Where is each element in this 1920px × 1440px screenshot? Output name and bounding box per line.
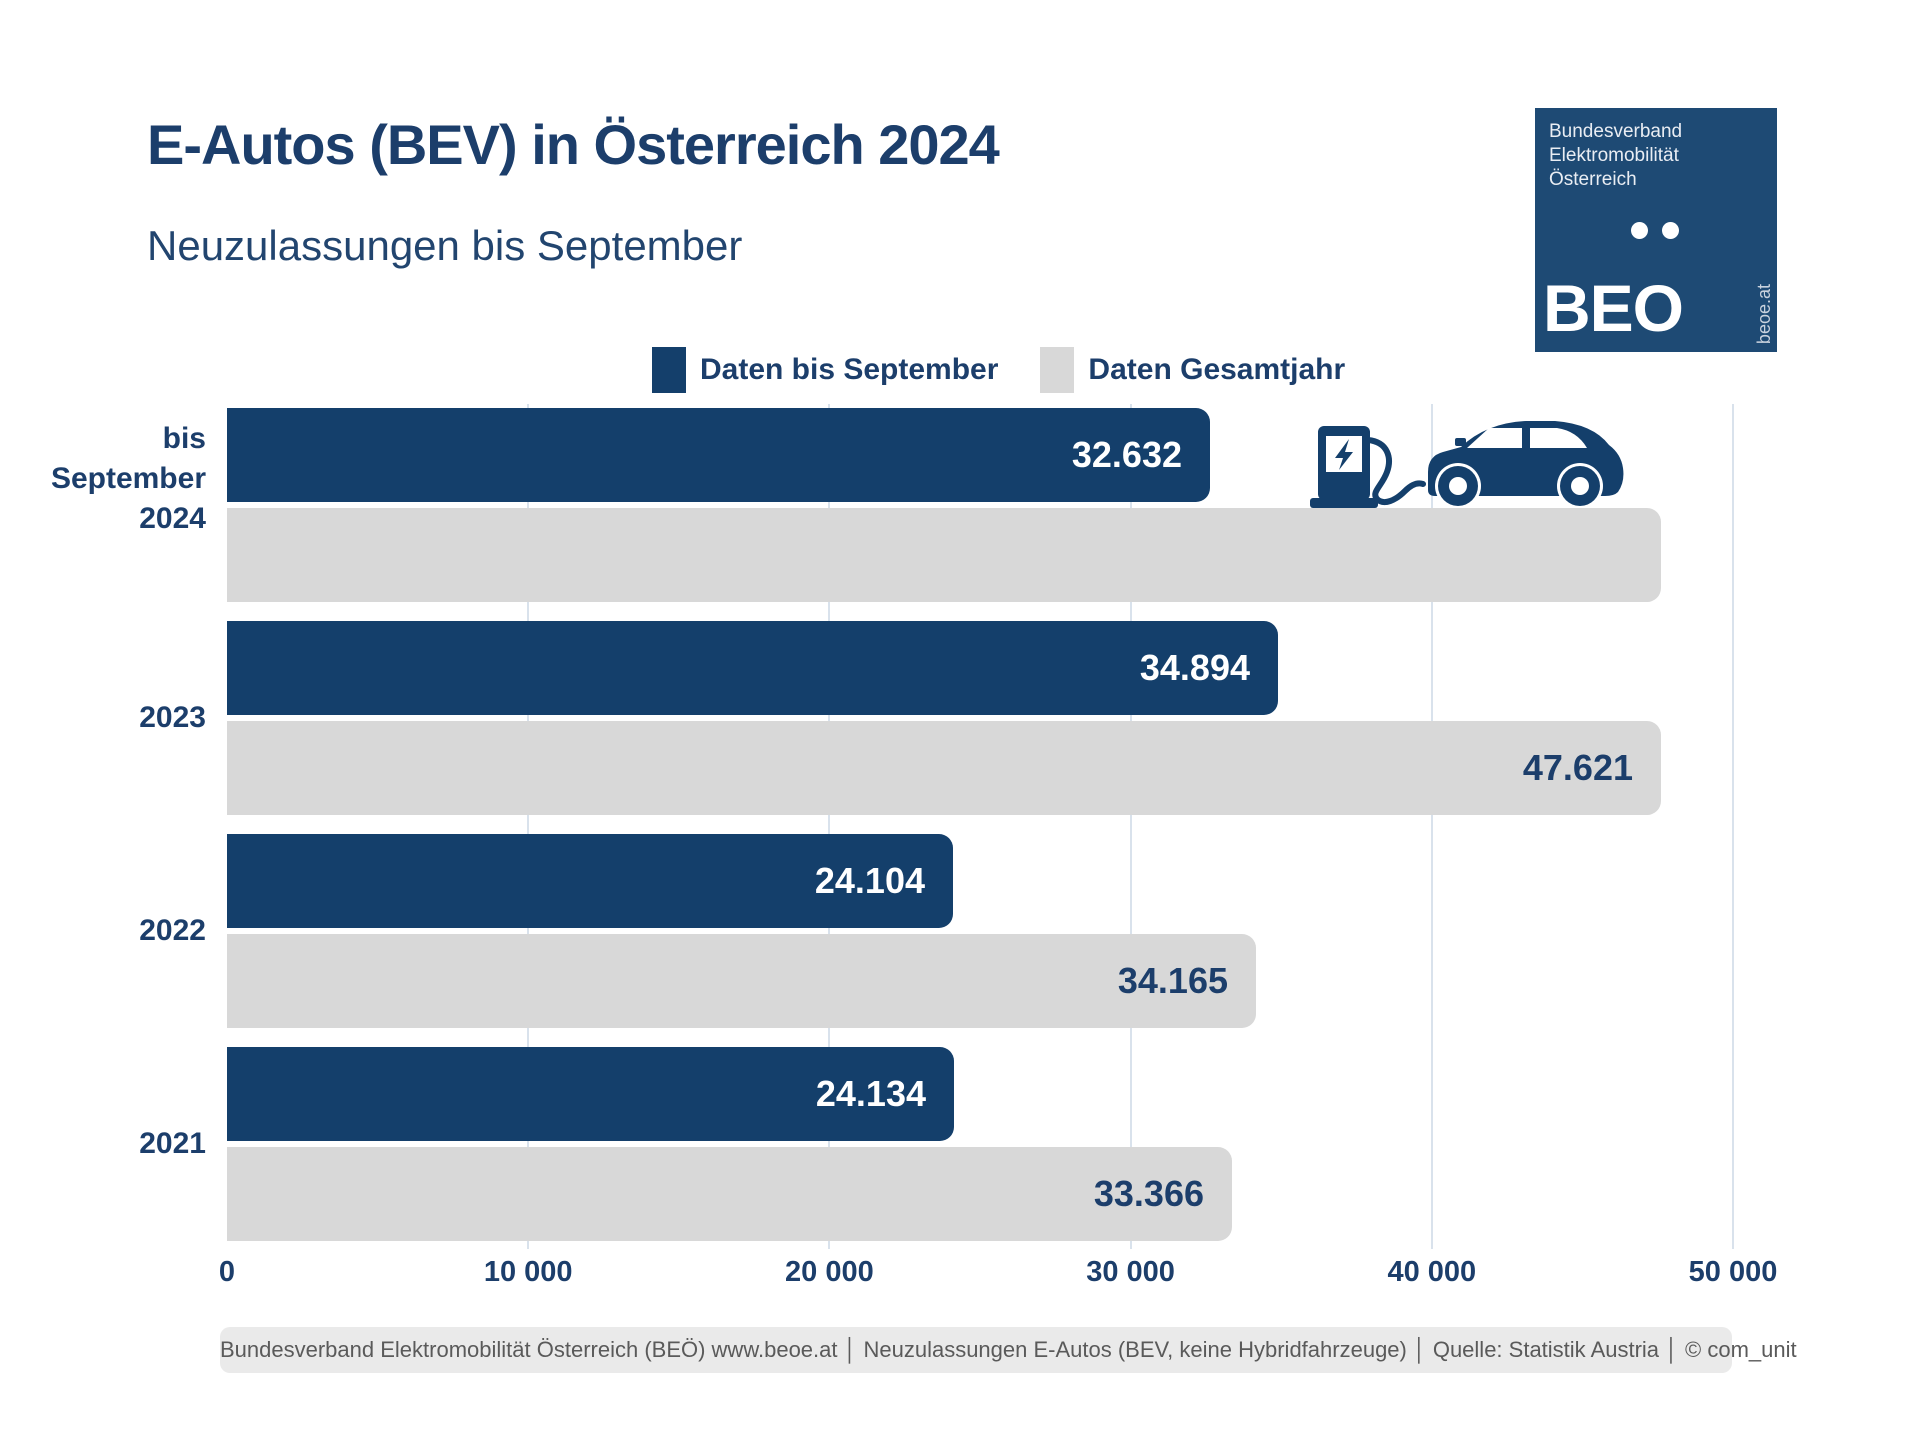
legend-label-gesamtjahr: Daten Gesamtjahr	[1088, 353, 1346, 386]
bar-gesamtjahr: 34.165	[227, 934, 1256, 1028]
logo-line-1: Bundesverband	[1549, 121, 1683, 142]
car-rear-window	[1530, 428, 1587, 448]
legend-swatch-bis-september	[652, 347, 686, 393]
category-label: bis September 2024	[50, 422, 206, 535]
umlaut-dot-right	[1662, 222, 1679, 239]
logo-line-2: Elektromobilität	[1549, 145, 1679, 166]
legend-swatch-gesamtjahr	[1040, 347, 1075, 393]
page-title: E-Autos (BEV) in Österreich 2024	[147, 113, 1000, 176]
bar-bis-september: 24.134	[227, 1047, 954, 1141]
page-subtitle: Neuzulassungen bis September	[147, 222, 743, 269]
gridline	[828, 404, 831, 1249]
bar-value-label: 33.366	[1093, 1173, 1204, 1214]
chart-bars: 32.632 34.894 47.621 24.104 34.165 24.134 33.3…	[227, 408, 1733, 1260]
footer-credits: Bundesverband Elektromobilität Österreic…	[220, 1327, 1797, 1373]
logo-umlaut-dots	[1631, 222, 1693, 244]
x-tick-label: 30 000	[1086, 1256, 1175, 1288]
bar-bis-september: 32.632	[227, 408, 1210, 502]
bar-bis-september: 34.894	[227, 621, 1278, 715]
car-mirror	[1455, 438, 1466, 446]
bar-group: 24.104 34.165	[227, 834, 1733, 1028]
car-front-window	[1467, 428, 1522, 448]
bar-value-label: 24.134	[815, 1073, 926, 1114]
category-label: 2023	[139, 701, 206, 734]
umlaut-dot-left	[1631, 222, 1648, 239]
rear-wheel-hub	[1571, 477, 1589, 495]
bar-value-label: 47.621	[1522, 747, 1633, 788]
bar-group: 24.134 33.366	[227, 1047, 1733, 1241]
gridline	[527, 404, 530, 1249]
x-tick-label: 20 000	[785, 1256, 874, 1288]
bar-group: 34.894 47.621	[227, 621, 1733, 815]
front-wheel-hub	[1449, 477, 1467, 495]
x-tick-label: 50 000	[1688, 1256, 1778, 1288]
lightning-bolt-icon	[1335, 439, 1353, 470]
gridline	[1430, 404, 1433, 1249]
charging-cable	[1365, 437, 1426, 505]
bar-value-label: 34.165	[1117, 960, 1228, 1001]
bar-gesamtjahr: 47.621	[227, 721, 1661, 815]
charging-station-base	[1310, 498, 1378, 508]
bar-group: 32.632	[227, 408, 1733, 602]
logo-org-name: Bundesverband Elektromobilität Österreic…	[1549, 120, 1682, 192]
ev-charging-car-icon	[1310, 421, 1624, 508]
gridline	[1129, 404, 1132, 1249]
bar-value-label: 24.104	[814, 860, 925, 901]
x-tick-label: 0	[218, 1256, 236, 1288]
legend-label-bis-september: Daten bis September	[700, 353, 999, 386]
category-label: 2022	[139, 914, 206, 947]
x-tick-label: 10 000	[483, 1256, 573, 1288]
logo-url-vertical: beoe.at	[1754, 283, 1774, 344]
bar-gesamtjahr	[227, 508, 1661, 602]
category-label: 2021	[139, 1127, 206, 1160]
bar-bis-september: 24.104	[227, 834, 953, 928]
logo-line-3: Österreich	[1549, 169, 1637, 190]
logo-acronym: BEO	[1543, 271, 1684, 345]
bar-gesamtjahr: 33.366	[227, 1147, 1232, 1241]
bar-value-label: 32.632	[1071, 434, 1182, 475]
gridline	[1732, 404, 1734, 1249]
bar-value-label: 34.894	[1139, 647, 1250, 688]
beo-logo: Bundesverband Elektromobilität Österreic…	[1535, 108, 1777, 352]
x-tick-label: 40 000	[1387, 1256, 1477, 1288]
chart-legend: Daten bis September Daten Gesamtjahr	[652, 347, 1345, 393]
